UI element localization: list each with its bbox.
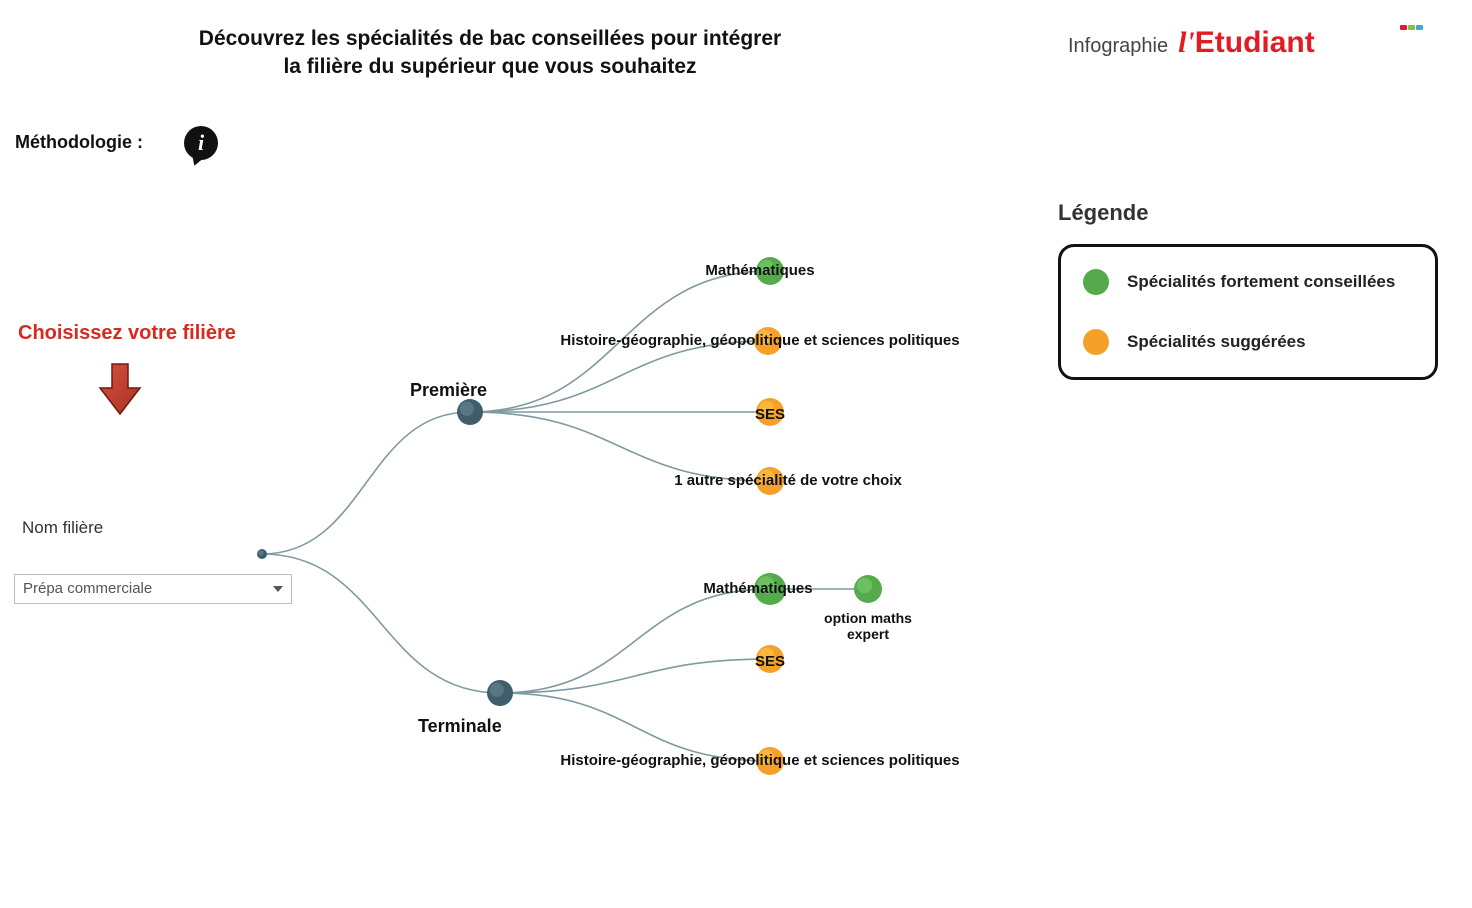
leaf-label-premiere-1: Histoire-géographie, géopolitique et sci… bbox=[560, 332, 959, 349]
leaf-label-premiere-2: SES bbox=[755, 406, 785, 423]
leaf-label-terminale-1: SES bbox=[755, 653, 785, 670]
leaf-sublabel-terminale-0: option mathsexpert bbox=[824, 610, 912, 642]
leaf-label-terminale-2: Histoire-géographie, géopolitique et sci… bbox=[560, 752, 959, 769]
node-label-premiere: Première bbox=[410, 380, 487, 401]
tree-diagram bbox=[0, 0, 1472, 908]
leaf-label-terminale-0: Mathématiques bbox=[703, 580, 812, 597]
leaf-label-premiere-3: 1 autre spécialité de votre choix bbox=[674, 472, 902, 489]
node-label-terminale: Terminale bbox=[418, 716, 502, 737]
leaf-label-premiere-0: Mathématiques bbox=[705, 262, 814, 279]
